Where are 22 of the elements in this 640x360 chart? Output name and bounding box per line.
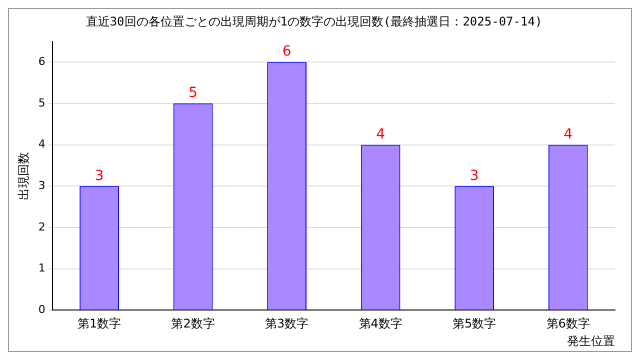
x-axis-title: 発生位置 xyxy=(567,334,615,348)
x-tick-label: 第4数字 xyxy=(358,316,402,331)
data-label: 4 xyxy=(564,126,573,142)
data-label: 6 xyxy=(282,44,292,60)
x-tick-label: 第5数字 xyxy=(452,316,496,331)
y-tick-label: 2 xyxy=(38,220,46,234)
data-label: 3 xyxy=(470,168,479,184)
x-tick-label: 第2数字 xyxy=(171,316,215,331)
chart-title: 直近30回の各位置ごとの出現周期が1の数字の出現回数(最終抽選日：2025-07-14) xyxy=(86,14,542,28)
y-tick-label: 3 xyxy=(38,179,46,192)
x-tick-label: 第1数字 xyxy=(77,316,122,331)
data-label: 3 xyxy=(94,168,104,184)
y-tick-label: 1 xyxy=(38,262,46,275)
x-tick-label: 第3数字 xyxy=(264,316,309,331)
y-tick-label: 4 xyxy=(38,138,46,151)
y-axis-title: 出現回数 xyxy=(16,152,30,200)
data-label: 4 xyxy=(376,126,386,142)
data-label: 5 xyxy=(188,85,198,102)
y-tick-label: 6 xyxy=(38,54,46,68)
x-tick-label: 第6数字 xyxy=(546,316,590,331)
y-tick-label: 0 xyxy=(38,303,46,316)
y-tick-label: 5 xyxy=(38,96,46,110)
